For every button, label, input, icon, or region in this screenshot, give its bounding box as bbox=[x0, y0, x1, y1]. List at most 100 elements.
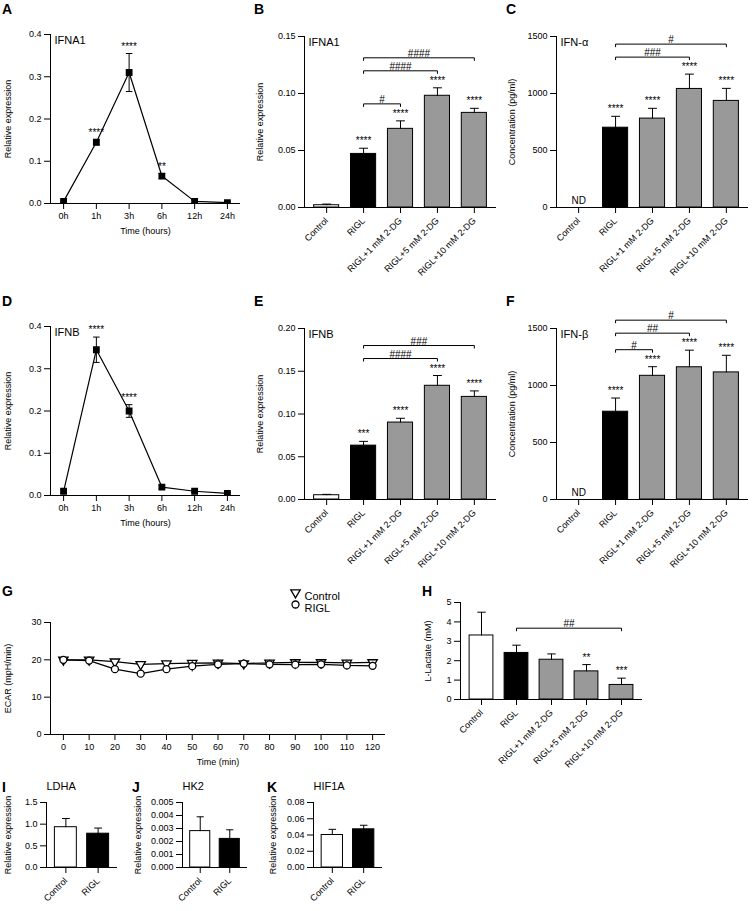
svg-text:1500: 1500 bbox=[527, 323, 547, 333]
svg-text:0.08: 0.08 bbox=[287, 797, 305, 807]
svg-text:3h: 3h bbox=[124, 211, 134, 221]
svg-text:RIGL+10 mM 2-DG: RIGL+10 mM 2-DG bbox=[668, 508, 730, 570]
svg-text:0.000: 0.000 bbox=[151, 862, 174, 872]
svg-text:IFN-α: IFN-α bbox=[561, 36, 589, 48]
svg-text:10: 10 bbox=[31, 692, 41, 702]
svg-text:6h: 6h bbox=[157, 503, 167, 513]
svg-text:120: 120 bbox=[365, 742, 380, 752]
svg-text:0.2: 0.2 bbox=[29, 406, 42, 416]
svg-text:##: ## bbox=[563, 618, 575, 629]
svg-text:###: ### bbox=[644, 47, 661, 58]
svg-text:IFN-β: IFN-β bbox=[561, 328, 589, 340]
svg-text:0h: 0h bbox=[59, 503, 69, 513]
svg-text:Time (min): Time (min) bbox=[197, 757, 240, 767]
svg-text:#: # bbox=[379, 94, 385, 105]
svg-text:Control: Control bbox=[303, 216, 331, 244]
svg-text:Relative expression: Relative expression bbox=[3, 796, 13, 875]
svg-text:30: 30 bbox=[31, 617, 41, 627]
svg-text:0.05: 0.05 bbox=[278, 145, 296, 155]
svg-text:****: **** bbox=[467, 95, 483, 106]
svg-text:0.2: 0.2 bbox=[29, 114, 42, 124]
svg-text:HK2: HK2 bbox=[183, 780, 204, 792]
svg-text:0: 0 bbox=[446, 694, 451, 704]
svg-text:#: # bbox=[668, 310, 674, 321]
svg-text:ECAR (mpH/min): ECAR (mpH/min) bbox=[3, 644, 13, 714]
svg-text:Relative expression: Relative expression bbox=[268, 796, 278, 875]
svg-text:0.3: 0.3 bbox=[29, 364, 42, 374]
svg-text:100: 100 bbox=[314, 742, 329, 752]
svg-text:RIGL: RIGL bbox=[597, 508, 619, 530]
svg-text:2: 2 bbox=[446, 656, 451, 666]
svg-text:0.3: 0.3 bbox=[29, 72, 42, 82]
svg-text:0.005: 0.005 bbox=[151, 797, 174, 807]
svg-text:****: **** bbox=[430, 75, 446, 86]
svg-text:**: ** bbox=[583, 652, 591, 663]
svg-text:Concentration (pg/ml): Concentration (pg/ml) bbox=[507, 79, 517, 166]
svg-text:#: # bbox=[668, 34, 674, 45]
svg-text:0: 0 bbox=[542, 494, 547, 504]
svg-text:1.5: 1.5 bbox=[25, 797, 38, 807]
svg-text:24h: 24h bbox=[220, 503, 235, 513]
svg-text:Control: Control bbox=[555, 508, 583, 536]
svg-text:10: 10 bbox=[84, 742, 94, 752]
svg-text:****: **** bbox=[682, 337, 698, 348]
svg-text:0.00: 0.00 bbox=[278, 494, 296, 504]
svg-text:***: *** bbox=[616, 665, 628, 676]
svg-text:0h: 0h bbox=[59, 211, 69, 221]
svg-text:##: ## bbox=[647, 323, 659, 334]
svg-text:RIGL+10 mM 2-DG: RIGL+10 mM 2-DG bbox=[563, 708, 625, 770]
svg-text:HIF1A: HIF1A bbox=[314, 780, 346, 792]
svg-text:0.1: 0.1 bbox=[29, 448, 42, 458]
svg-text:0.04: 0.04 bbox=[287, 830, 305, 840]
svg-text:****: **** bbox=[719, 342, 735, 353]
svg-text:****: **** bbox=[645, 95, 661, 106]
svg-text:0.02: 0.02 bbox=[287, 846, 305, 856]
svg-text:IFNA1: IFNA1 bbox=[55, 34, 86, 46]
svg-text:5: 5 bbox=[446, 597, 451, 607]
svg-text:****: **** bbox=[89, 324, 105, 335]
svg-text:0.4: 0.4 bbox=[29, 29, 42, 39]
svg-text:####: #### bbox=[389, 349, 412, 360]
svg-text:****: **** bbox=[393, 108, 409, 119]
svg-text:1.0: 1.0 bbox=[25, 819, 38, 829]
svg-text:RIGL: RIGL bbox=[80, 876, 102, 898]
svg-text:****: **** bbox=[467, 378, 483, 389]
svg-text:20: 20 bbox=[110, 742, 120, 752]
svg-text:30: 30 bbox=[136, 742, 146, 752]
svg-text:Relative expression: Relative expression bbox=[255, 375, 265, 454]
svg-text:0.0: 0.0 bbox=[29, 198, 42, 208]
svg-text:****: **** bbox=[89, 127, 105, 138]
svg-text:IFNA1: IFNA1 bbox=[309, 36, 340, 48]
svg-text:Control: Control bbox=[457, 708, 485, 736]
svg-text:****: **** bbox=[121, 41, 137, 52]
svg-text:0.05: 0.05 bbox=[278, 452, 296, 462]
svg-text:0.001: 0.001 bbox=[151, 849, 174, 859]
svg-text:****: **** bbox=[430, 363, 446, 374]
svg-text:####: #### bbox=[389, 61, 412, 72]
svg-text:1000: 1000 bbox=[527, 380, 547, 390]
svg-text:RIGL: RIGL bbox=[305, 602, 331, 614]
svg-text:RIGL+10 mM 2-DG: RIGL+10 mM 2-DG bbox=[416, 216, 478, 278]
svg-text:500: 500 bbox=[532, 437, 547, 447]
svg-text:Relative expression: Relative expression bbox=[3, 80, 13, 159]
svg-text:***: *** bbox=[358, 428, 370, 439]
svg-text:20: 20 bbox=[31, 655, 41, 665]
svg-text:0.00: 0.00 bbox=[278, 202, 296, 212]
svg-text:Relative expression: Relative expression bbox=[133, 796, 143, 875]
svg-text:12h: 12h bbox=[187, 211, 202, 221]
svg-text:500: 500 bbox=[532, 145, 547, 155]
svg-text:1h: 1h bbox=[91, 503, 101, 513]
svg-text:Control: Control bbox=[303, 508, 331, 536]
svg-text:70: 70 bbox=[239, 742, 249, 752]
svg-text:6h: 6h bbox=[157, 211, 167, 221]
svg-text:****: **** bbox=[356, 135, 372, 146]
svg-text:50: 50 bbox=[187, 742, 197, 752]
svg-text:****: **** bbox=[719, 75, 735, 86]
svg-text:0.4: 0.4 bbox=[29, 321, 42, 331]
svg-text:1h: 1h bbox=[91, 211, 101, 221]
svg-text:IFNB: IFNB bbox=[309, 328, 334, 340]
svg-text:ND: ND bbox=[571, 195, 585, 206]
svg-text:Control: Control bbox=[176, 876, 204, 904]
svg-text:****: **** bbox=[645, 354, 661, 365]
svg-text:0.20: 0.20 bbox=[278, 323, 296, 333]
